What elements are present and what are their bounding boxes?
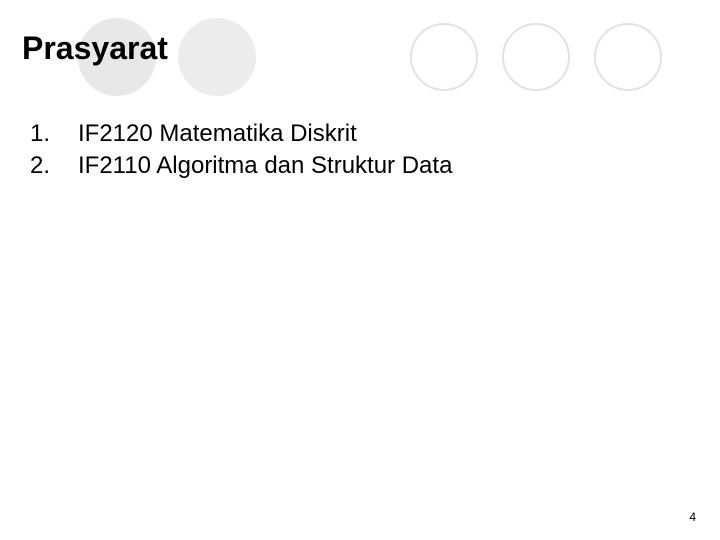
decor-circle bbox=[410, 23, 478, 91]
list-item-number: 1. bbox=[30, 118, 64, 150]
slide-title: Prasyarat bbox=[22, 30, 168, 67]
list-item-text: IF2120 Matematika Diskrit bbox=[78, 118, 357, 150]
page-number: 4 bbox=[689, 510, 696, 524]
list-item: 2. IF2110 Algoritma dan Struktur Data bbox=[30, 150, 452, 182]
list-item-text: IF2110 Algoritma dan Struktur Data bbox=[78, 150, 452, 182]
decor-circle bbox=[178, 18, 256, 96]
decor-circle bbox=[594, 23, 662, 91]
decor-circle bbox=[502, 23, 570, 91]
prerequisite-list: 1. IF2120 Matematika Diskrit 2. IF2110 Algo… bbox=[30, 118, 452, 183]
list-item: 1. IF2120 Matematika Diskrit bbox=[30, 118, 452, 150]
list-item-number: 2. bbox=[30, 150, 64, 182]
